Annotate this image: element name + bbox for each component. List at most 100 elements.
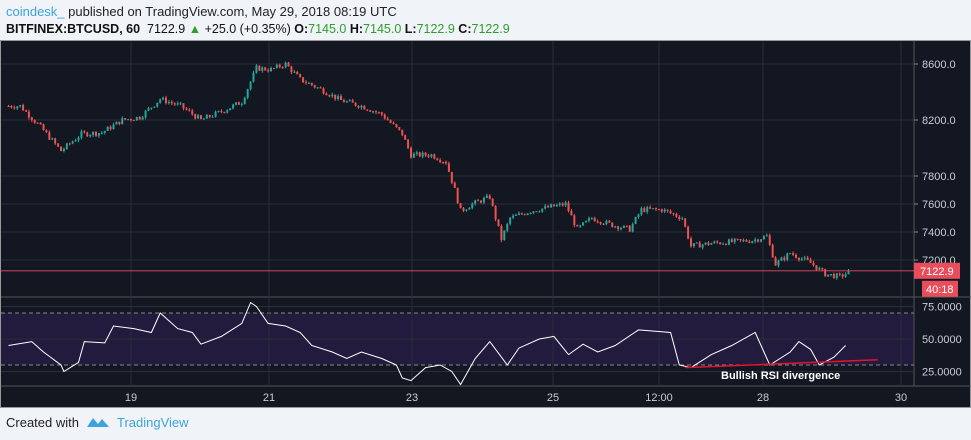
candle-body <box>380 112 383 115</box>
candle-body <box>625 225 628 227</box>
candle-body <box>191 110 194 115</box>
candle-body <box>526 213 529 215</box>
candle-body <box>719 242 722 245</box>
open-value: 7145.0 <box>308 22 347 36</box>
candle-body <box>167 102 170 104</box>
candle-body <box>780 257 783 261</box>
candle-body <box>342 100 345 103</box>
candle-body <box>404 135 407 140</box>
chart-area[interactable]: 8600.0 8200.0 7800.0 7600.0 7400.0 7200.0 75.0… <box>0 40 971 408</box>
candle-body <box>33 120 36 123</box>
candle-body <box>774 257 777 266</box>
symbol-legend: BITFINEX:BTCUSD, 60 7122.9 ▲ +25.0 (+0.3… <box>6 22 510 36</box>
candle-body <box>200 115 202 120</box>
candle-body <box>71 141 74 144</box>
candle-body <box>115 121 118 125</box>
candle-body <box>471 203 474 209</box>
candle-body <box>838 273 841 275</box>
candle-body <box>19 105 22 107</box>
candle-body <box>555 204 558 207</box>
candle-body <box>506 223 509 231</box>
candle-body <box>558 203 561 205</box>
low-value: 7122.9 <box>416 22 455 36</box>
candle-body <box>497 219 500 226</box>
chart-canvas[interactable]: 8600.08200.07800.07600.07400.07200.075.0… <box>1 41 971 409</box>
candle-body <box>730 239 733 242</box>
candle-body <box>369 110 372 112</box>
candle-body <box>424 152 427 156</box>
candle-body <box>655 208 657 210</box>
candle-body <box>681 218 684 220</box>
candle-body <box>733 238 736 242</box>
tradingview-link[interactable]: TradingView <box>116 414 189 430</box>
candle-body <box>264 67 267 71</box>
candle-body <box>287 62 290 67</box>
candle-body <box>751 241 754 243</box>
candle-body <box>214 111 217 117</box>
candle-body <box>830 274 832 276</box>
time-tick-label: 23 <box>406 392 418 404</box>
last-price: 7122.9 <box>147 22 186 36</box>
candle-body <box>468 208 471 210</box>
candle-body <box>421 152 424 157</box>
candle-body <box>430 154 433 157</box>
candle-body <box>535 211 538 213</box>
candle-body <box>176 103 179 105</box>
candle-body <box>660 209 663 212</box>
candle-body <box>657 209 660 211</box>
candle-body <box>313 85 316 88</box>
candle-body <box>281 67 284 69</box>
candle-body <box>789 253 792 255</box>
candle-body <box>386 118 389 121</box>
candle-body <box>310 82 313 86</box>
countdown-badge <box>922 280 958 297</box>
candle-body <box>10 106 13 108</box>
candle-body <box>727 239 730 245</box>
candle-body <box>205 115 208 119</box>
candle-body <box>806 257 809 260</box>
candle-body <box>410 148 412 158</box>
candle-body <box>275 64 278 69</box>
author-link[interactable]: coindesk_ <box>6 4 65 19</box>
candle-body <box>821 268 824 270</box>
candle-body <box>130 119 132 121</box>
candle-body <box>433 154 436 159</box>
candle-body <box>480 200 482 203</box>
candle-body <box>68 143 71 145</box>
candle-body <box>325 93 328 96</box>
candle-body <box>86 132 89 137</box>
symbol: BITFINEX:BTCUSD, 60 <box>6 22 141 36</box>
candle-body <box>637 214 640 218</box>
candle-body <box>363 105 366 110</box>
candle-body <box>77 137 80 141</box>
candle-body <box>293 71 296 73</box>
rsi-line <box>8 301 846 386</box>
candle-body <box>602 223 605 225</box>
candle-body <box>252 72 255 82</box>
candle-body <box>220 110 223 113</box>
close-label: C: <box>458 22 472 36</box>
candle-body <box>162 97 165 100</box>
price-tick-label: 8600.0 <box>922 59 956 71</box>
candle-body <box>564 202 567 206</box>
tradingview-logo-icon <box>86 418 109 427</box>
created-with-text: Created with <box>6 414 79 430</box>
candle-body <box>412 153 415 158</box>
candle-body <box>182 103 185 109</box>
candle-body <box>54 138 57 144</box>
candle-body <box>439 160 442 162</box>
candle-body <box>188 109 191 111</box>
candle-body <box>229 108 232 111</box>
candle-body <box>561 203 564 206</box>
candle-body <box>710 243 713 245</box>
time-tick-label: 19 <box>125 392 137 404</box>
candle-body <box>377 112 380 114</box>
candle-body <box>815 265 818 270</box>
candle-body <box>22 105 25 111</box>
candle-body <box>337 96 340 100</box>
candle-body <box>509 217 512 224</box>
candle-body <box>109 126 112 130</box>
time-tick-label: 12:00 <box>645 392 673 404</box>
candle-body <box>462 208 465 211</box>
candle-body <box>582 222 585 226</box>
